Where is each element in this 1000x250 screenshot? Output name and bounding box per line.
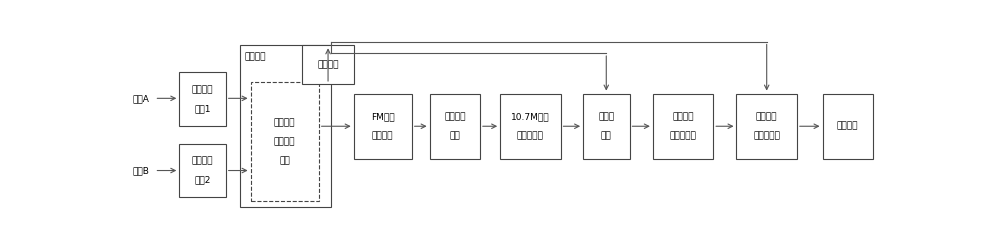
Text: 语音B: 语音B	[133, 166, 150, 175]
Bar	[302, 46, 354, 84]
Text: 滤波器模块: 滤波器模块	[517, 132, 544, 140]
Bar	[354, 94, 412, 159]
Bar	[430, 94, 480, 159]
Text: 10.7M陶瓷: 10.7M陶瓷	[511, 112, 550, 121]
Bar	[240, 46, 331, 207]
Bar	[583, 94, 630, 159]
Bar	[500, 94, 561, 159]
Text: 上变频: 上变频	[598, 112, 614, 121]
Text: 数模转换: 数模转换	[444, 112, 466, 121]
Text: 双路信号: 双路信号	[274, 118, 295, 127]
Bar	[179, 72, 226, 126]
Bar	[822, 94, 873, 159]
Text: FM数字: FM数字	[371, 112, 394, 121]
Text: 语音A: 语音A	[133, 94, 150, 103]
Text: 模块: 模块	[601, 132, 612, 140]
Bar	[179, 144, 226, 198]
Text: 频分复用: 频分复用	[274, 137, 295, 146]
Text: 无源带通: 无源带通	[672, 112, 694, 121]
Text: 模数转换: 模数转换	[192, 156, 213, 166]
Text: 模块2: 模块2	[194, 176, 211, 185]
Bar	[251, 82, 319, 201]
Text: 控制模块: 控制模块	[244, 52, 266, 61]
Text: 模块: 模块	[449, 132, 460, 140]
Text: 模块1: 模块1	[194, 104, 211, 114]
Text: 天线模块: 天线模块	[837, 122, 858, 131]
Text: 高频功率: 高频功率	[756, 112, 777, 121]
Text: 调制模块: 调制模块	[372, 132, 393, 140]
Text: 按键模块: 按键模块	[317, 60, 339, 69]
Text: 模数转换: 模数转换	[192, 85, 213, 94]
Bar	[653, 94, 713, 159]
Text: 模块: 模块	[279, 156, 290, 166]
Text: 放大器模块: 放大器模块	[753, 132, 780, 140]
Bar	[736, 94, 797, 159]
Text: 滤波器模块: 滤波器模块	[670, 132, 696, 140]
